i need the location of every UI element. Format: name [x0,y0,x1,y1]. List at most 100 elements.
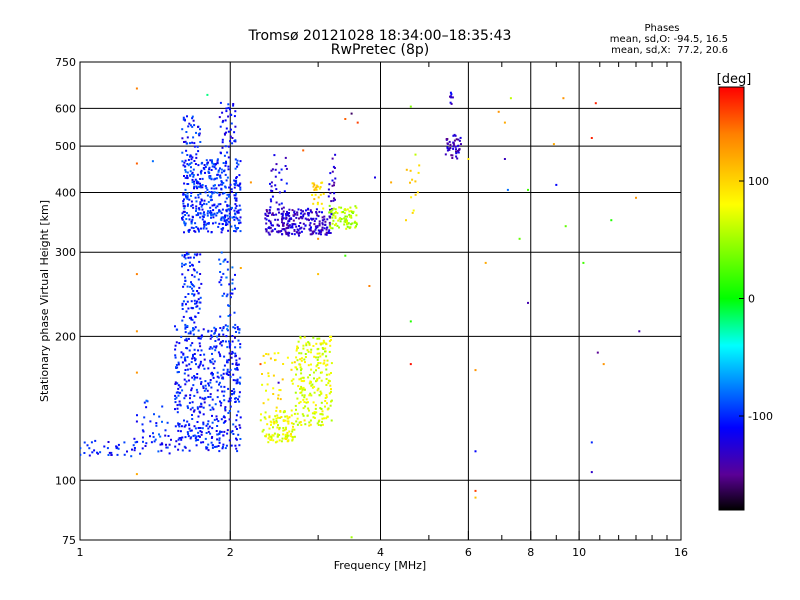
echo-point [198,230,200,233]
echo-point [197,193,200,196]
echo-point [320,202,323,205]
echo-point [179,391,182,394]
echo-point [233,115,236,118]
echo-point [191,376,194,379]
echo-point [225,209,228,212]
echo-point [315,380,317,383]
echo-point [452,145,455,148]
echo-point [262,402,265,405]
echo-point [334,216,337,219]
echo-point [292,422,295,425]
echo-point [198,342,201,345]
echo-point [552,143,555,146]
echo-point [207,430,210,433]
echo-point [225,197,228,200]
echo-point [178,437,181,440]
echo-point [506,188,509,191]
echo-point [269,222,272,225]
echo-point [191,342,194,345]
echo-point [186,347,189,350]
echo-point [209,199,212,202]
echo-point [291,209,294,212]
echo-point [316,348,319,351]
echo-point [187,214,190,217]
echo-point [196,227,199,230]
echo-point [183,175,185,177]
echo-point [180,351,183,354]
echo-point [302,376,305,379]
echo-point [192,333,195,336]
echo-point [228,371,231,374]
echo-point [291,436,294,438]
echo-point [187,374,190,377]
echo-point [197,415,200,418]
echo-point [183,220,186,223]
echo-point [322,192,325,195]
echo-point [235,354,237,357]
echo-point [331,170,334,173]
echo-point [220,216,223,219]
echo-point [186,405,189,408]
echo-point [202,385,205,388]
echo-point [282,210,285,213]
echo-point [273,420,276,423]
echo-point [212,373,214,375]
echo-point [282,223,285,226]
x-tick-label: 16 [674,546,688,559]
echo-point [226,373,229,376]
echo-point [331,179,334,182]
echo-point [303,401,306,403]
echo-point [455,155,458,158]
echo-point [324,400,327,402]
echo-point [177,384,180,387]
echo-point [219,315,222,318]
echo-point [195,210,197,212]
echo-point [184,296,187,298]
echo-point [278,171,281,174]
echo-point [231,216,234,219]
echo-point [229,128,232,131]
echo-point [303,396,306,399]
echo-point [185,394,188,397]
echo-point [311,383,314,386]
echo-point [135,273,138,276]
echo-point [272,439,275,442]
echo-point [297,232,300,235]
echo-point [228,193,231,196]
x-tick-label: 1 [77,546,84,559]
echo-point [224,186,227,189]
echo-point [316,379,319,382]
echo-point [182,116,185,119]
echo-point [199,354,202,356]
echo-point [215,163,217,166]
echo-point [211,213,214,216]
echo-point [199,396,202,399]
echo-point [298,378,301,381]
echo-point [292,219,295,222]
echo-point [199,430,202,433]
echo-point [329,225,332,228]
echo-point [215,214,218,217]
echo-point [197,150,200,153]
echo-point [218,281,221,284]
echo-point [153,440,156,443]
echo-point [270,185,273,188]
echo-point [336,224,339,227]
echo-point [235,419,238,422]
echo-point [213,191,216,194]
echo-point [300,367,303,370]
echo-point [234,336,236,339]
echo-point [193,180,196,183]
echo-point [222,119,225,122]
echo-point [235,216,237,219]
echo-point [222,333,225,336]
echo-point [269,198,272,201]
echo-point [329,208,331,211]
echo-point [145,442,148,445]
echo-point [302,215,305,218]
echo-point [191,171,194,174]
echo-point [223,217,226,220]
echo-point [317,356,320,359]
echo-point [236,364,239,367]
